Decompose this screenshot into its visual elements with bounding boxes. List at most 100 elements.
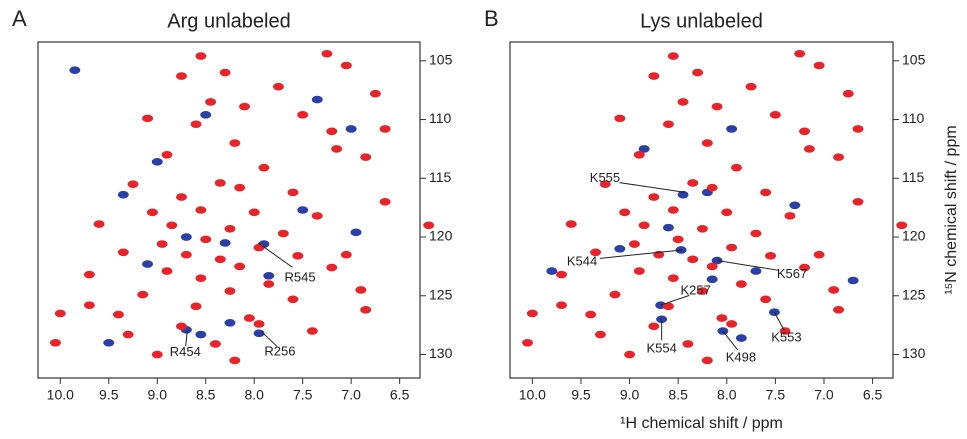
x-tick-label: 6.5 [863,387,883,403]
peak [331,145,343,153]
peak [706,275,718,284]
peak [214,255,226,264]
peak [224,224,236,233]
peak [619,208,631,217]
peak [156,240,168,248]
peak [355,286,367,294]
peak [166,221,178,230]
peak [745,82,757,91]
x-tick-label: 7.0 [814,387,834,403]
peak [799,263,811,272]
peak [662,223,674,232]
annotation-leader [619,182,686,193]
peak [69,66,81,74]
peak [151,350,163,359]
peak [219,68,231,77]
peak [146,208,158,217]
peak [190,302,202,311]
peak [287,188,299,197]
annotation-label: K553 [771,330,801,345]
peak [195,330,207,339]
y-tick-label: 110 [429,110,452,126]
annotation-label: K544 [567,253,597,268]
peak [122,330,134,339]
peak [556,270,568,279]
peak [161,150,173,159]
peak [599,180,611,188]
peak [142,114,154,123]
peak [687,179,699,187]
peak [521,338,533,347]
peak [590,248,602,257]
peak [272,82,284,91]
peak [83,301,95,309]
peak [345,125,357,133]
peak [847,276,859,285]
peak [200,235,212,244]
peak [696,287,708,295]
peak [350,228,362,237]
peak [648,72,660,80]
peak [340,61,352,70]
peak [833,306,845,314]
y-tick-label: 105 [902,52,926,68]
peak [224,318,236,327]
peak [103,338,115,347]
peak [667,52,679,60]
peak [726,243,738,252]
peak [190,120,202,129]
peak [112,310,124,319]
peak [93,220,105,228]
peak [896,221,908,230]
peak [726,125,738,133]
peak [706,183,718,192]
peak [648,193,660,201]
peak [161,267,173,275]
peak [711,102,723,111]
peak [369,89,381,98]
annotation-label: K567 [777,266,807,281]
peak [760,295,772,304]
annotation-label: R545 [285,269,316,284]
peak [696,224,708,233]
x-tick-label: 8.0 [717,387,737,403]
peak [180,250,192,259]
peak [794,49,806,58]
plot-frame [509,41,894,379]
y-tick-label: 130 [902,345,926,361]
annotation-label: K554 [646,341,676,356]
peak [672,235,684,244]
peak [248,208,260,217]
annotation-leader [261,331,278,347]
peak [638,145,650,153]
x-tick-label: 9.0 [620,387,640,403]
peak [151,158,163,166]
x-tick-label: 7.0 [341,387,361,403]
peak [852,197,864,206]
peak [83,270,95,279]
peak [253,243,265,252]
peak [127,180,139,188]
x-tick-label: 8.5 [668,387,688,403]
peak [49,338,61,347]
peak [219,239,231,247]
peak [234,183,246,192]
peak [750,267,762,275]
peak [205,98,217,106]
plot-frame [37,41,421,379]
y-tick-label: 115 [902,169,925,185]
y-axis-label: ¹⁵N chemical shift / ppm [943,125,960,294]
annotation-leader [716,260,779,271]
peak [730,163,742,172]
peak [175,322,187,331]
peak [633,267,645,275]
y-tick-label: 120 [902,228,926,244]
peak [609,290,621,299]
peak [662,120,674,129]
peak [833,153,845,161]
peak [360,153,372,161]
peak [175,193,187,201]
y-tick-label: 130 [429,345,453,361]
peak [195,52,207,60]
